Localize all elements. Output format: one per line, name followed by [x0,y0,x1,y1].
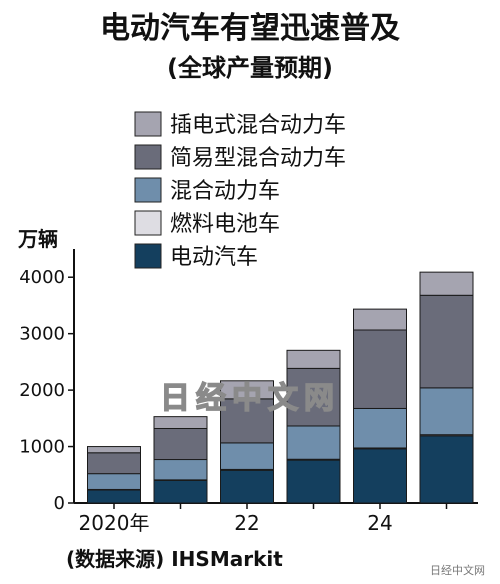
bar-2022-series-4 [220,380,274,400]
legend-label-2: 混合动力车 [170,179,280,204]
bar-2024-series-4 [353,308,407,331]
bar-2023-series-4 [286,349,341,369]
bar-2025-series-3 [419,294,474,389]
bar-2025-series-0 [419,435,474,504]
legend-label-1: 简易型混合动力车 [170,146,346,171]
chart-subtitle: (全球产量预期) [167,54,333,82]
x-tick-label-4: 24 [367,511,392,535]
x-tick-label-2: 22 [234,511,259,535]
chart-title: 电动汽车有望迅速普及 [100,11,400,46]
y-tick-label-1: 1000 [19,437,65,458]
legend-swatch-1 [134,144,162,170]
y-tick-label-3: 3000 [19,324,65,345]
bar-2020-series-0 [87,489,141,504]
legend-label-4: 电动汽车 [170,245,258,270]
bar-2020-series-3 [87,452,141,475]
bar-2021-series-2 [153,459,208,481]
y-tick-label-0: 0 [54,493,65,514]
bar-2024-series-0 [353,448,407,504]
bar-2022-series-2 [220,442,274,470]
legend-swatch-2 [134,177,162,203]
bar-2024-series-3 [353,329,407,409]
bar-2021-series-4 [153,416,208,429]
bar-2025-series-4 [419,271,474,296]
bar-2023-series-0 [286,459,341,504]
bar-2020-series-2 [87,473,141,490]
bar-2025-series-2 [419,387,474,436]
x-tick-label-0: 2020年 [79,511,150,535]
watermark-text: 日经中文网 [160,381,340,416]
bar-2021-series-0 [153,479,208,504]
bar-2020-series-4 [87,446,141,454]
y-tick-label-2: 2000 [19,380,65,401]
legend-swatch-0 [134,111,162,137]
bar-2022-series-3 [220,398,274,444]
bar-2022-series-0 [220,469,274,504]
bar-2024-series-2 [353,407,407,449]
plot-area: 0 1000 2000 3000 4000 2020年 22 24 [19,249,478,535]
bar-2021-series-3 [153,427,208,461]
y-tick-label-4: 4000 [19,267,65,288]
source-note: (数据来源) IHSMarkit [66,547,283,571]
bar-2023-series-2 [286,425,341,460]
y-axis-unit: 万辆 [17,227,58,251]
legend-label-3: 燃料电池车 [170,212,280,237]
corner-watermark: 日经中文网 [430,563,485,577]
legend-label-0: 插电式混合动力车 [170,113,346,138]
legend-swatch-3 [134,210,162,236]
legend-swatch-4 [134,243,162,269]
bar-2023-series-3 [286,367,341,427]
